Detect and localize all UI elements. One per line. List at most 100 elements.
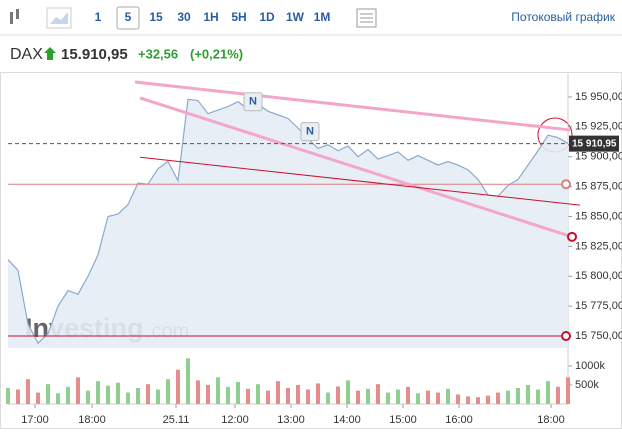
interval-button[interactable]: 1M xyxy=(314,10,331,24)
volume-bar xyxy=(96,381,100,404)
interval-button[interactable]: 15 xyxy=(149,10,163,24)
volume-bar xyxy=(196,380,200,404)
up-arrow xyxy=(44,47,56,60)
volume-bar xyxy=(466,396,470,404)
volume-bar xyxy=(446,388,450,404)
interval-button[interactable]: 30 xyxy=(177,10,191,24)
table-icon[interactable] xyxy=(356,8,377,28)
y-tick-label: 15 775,00 xyxy=(575,300,622,312)
change: +32,56 xyxy=(138,46,178,61)
volume-bar xyxy=(176,369,180,404)
x-tick-label: 18:00 xyxy=(537,414,565,426)
volume-bar xyxy=(16,389,20,404)
interval-button[interactable]: 1D xyxy=(259,10,275,24)
change-pct: (+0,21%) xyxy=(190,46,243,61)
volume-bar xyxy=(346,380,350,404)
area-fill xyxy=(8,99,568,348)
volume-bar xyxy=(516,388,520,404)
volume-bar xyxy=(76,377,80,404)
news-marker[interactable] xyxy=(300,122,320,142)
volume-bar xyxy=(246,388,250,404)
volume-bar xyxy=(526,384,530,404)
volume-bar xyxy=(296,384,300,404)
current-price-box xyxy=(569,135,619,152)
volume-bar xyxy=(6,388,10,404)
volume-bar xyxy=(376,384,380,404)
selected-interval xyxy=(116,6,140,30)
interval-button[interactable]: 1H xyxy=(203,10,218,24)
y-tick-label: 15 875,00 xyxy=(575,181,622,193)
streaming-link[interactable]: Потоковый график xyxy=(511,10,615,24)
x-tick-label: 13:00 xyxy=(277,414,305,426)
volume-tick-label: 500k xyxy=(575,379,599,391)
volume-bar xyxy=(136,388,140,404)
volume-bar xyxy=(336,386,340,404)
interval-button[interactable]: 5H xyxy=(231,10,246,24)
volume-bar xyxy=(166,379,170,404)
volume-bar xyxy=(226,386,230,404)
y-tick-label: 15 750,00 xyxy=(575,330,622,342)
volume-bar xyxy=(56,393,60,404)
volume-bar xyxy=(66,386,70,404)
volume-bar xyxy=(326,392,330,404)
y-tick-label: 15 800,00 xyxy=(575,270,622,282)
volume-bar xyxy=(286,388,290,404)
volume-bar xyxy=(316,383,320,404)
symbol: DAX xyxy=(10,46,43,63)
volume-bar xyxy=(536,389,540,404)
volume-bar xyxy=(116,382,120,404)
current-price-label: 15 910,95 xyxy=(572,138,617,149)
volume-bar xyxy=(456,394,460,404)
x-tick-label: 17:00 xyxy=(21,414,49,426)
x-tick-label: 18:00 xyxy=(78,414,106,426)
volume-bar xyxy=(546,381,550,404)
volume-bar xyxy=(406,386,410,404)
volume-bar xyxy=(256,384,260,404)
trendline-handle xyxy=(567,231,577,242)
y-tick-label: 15 900,00 xyxy=(575,151,622,163)
x-tick-label: 15:00 xyxy=(389,414,417,426)
volume-bar xyxy=(26,379,30,404)
volume-bar xyxy=(236,381,240,404)
volume-bar xyxy=(126,392,130,404)
y-tick-label: 15 950,00 xyxy=(575,91,622,103)
volume-bar xyxy=(46,384,50,404)
interval-button[interactable]: 5 xyxy=(125,10,132,24)
news-label: N xyxy=(249,96,257,108)
volume-bar xyxy=(86,390,90,404)
volume-bar xyxy=(186,358,190,404)
x-tick-label: 14:00 xyxy=(333,414,361,426)
volume-bar xyxy=(106,385,110,404)
volume-bar xyxy=(496,392,500,404)
volume-bar xyxy=(306,389,310,404)
volume-bar xyxy=(396,389,400,404)
price: 15.910,95 xyxy=(61,46,128,63)
volume-bar xyxy=(36,392,40,404)
volume-bar xyxy=(416,393,420,404)
volume-bar xyxy=(356,390,360,404)
level-handle xyxy=(561,331,571,342)
y-tick-label: 15 825,00 xyxy=(575,240,622,252)
y-tick-label: 15 925,00 xyxy=(575,121,622,133)
y-tick-label: 15 850,00 xyxy=(575,210,622,222)
x-tick-label: 12:00 xyxy=(221,414,249,426)
volume-bar xyxy=(566,377,570,404)
volume-bar xyxy=(556,386,560,404)
interval-button[interactable]: 1W xyxy=(286,10,305,24)
area-icon[interactable] xyxy=(46,7,72,29)
volume-bar xyxy=(436,392,440,404)
volume-bar xyxy=(426,390,430,404)
volume-bar xyxy=(506,390,510,404)
news-marker[interactable] xyxy=(243,92,263,112)
interval-button[interactable]: 1 xyxy=(95,10,102,24)
volume-bar xyxy=(366,388,370,404)
volume-bar xyxy=(266,390,270,404)
volume-bar xyxy=(476,397,480,404)
x-tick-label: 25.11 xyxy=(163,414,190,426)
volume-bar xyxy=(486,395,490,404)
trendline xyxy=(139,96,573,239)
level-handle xyxy=(561,179,571,190)
volume-bar xyxy=(216,377,220,404)
candle-icon[interactable] xyxy=(10,9,19,24)
